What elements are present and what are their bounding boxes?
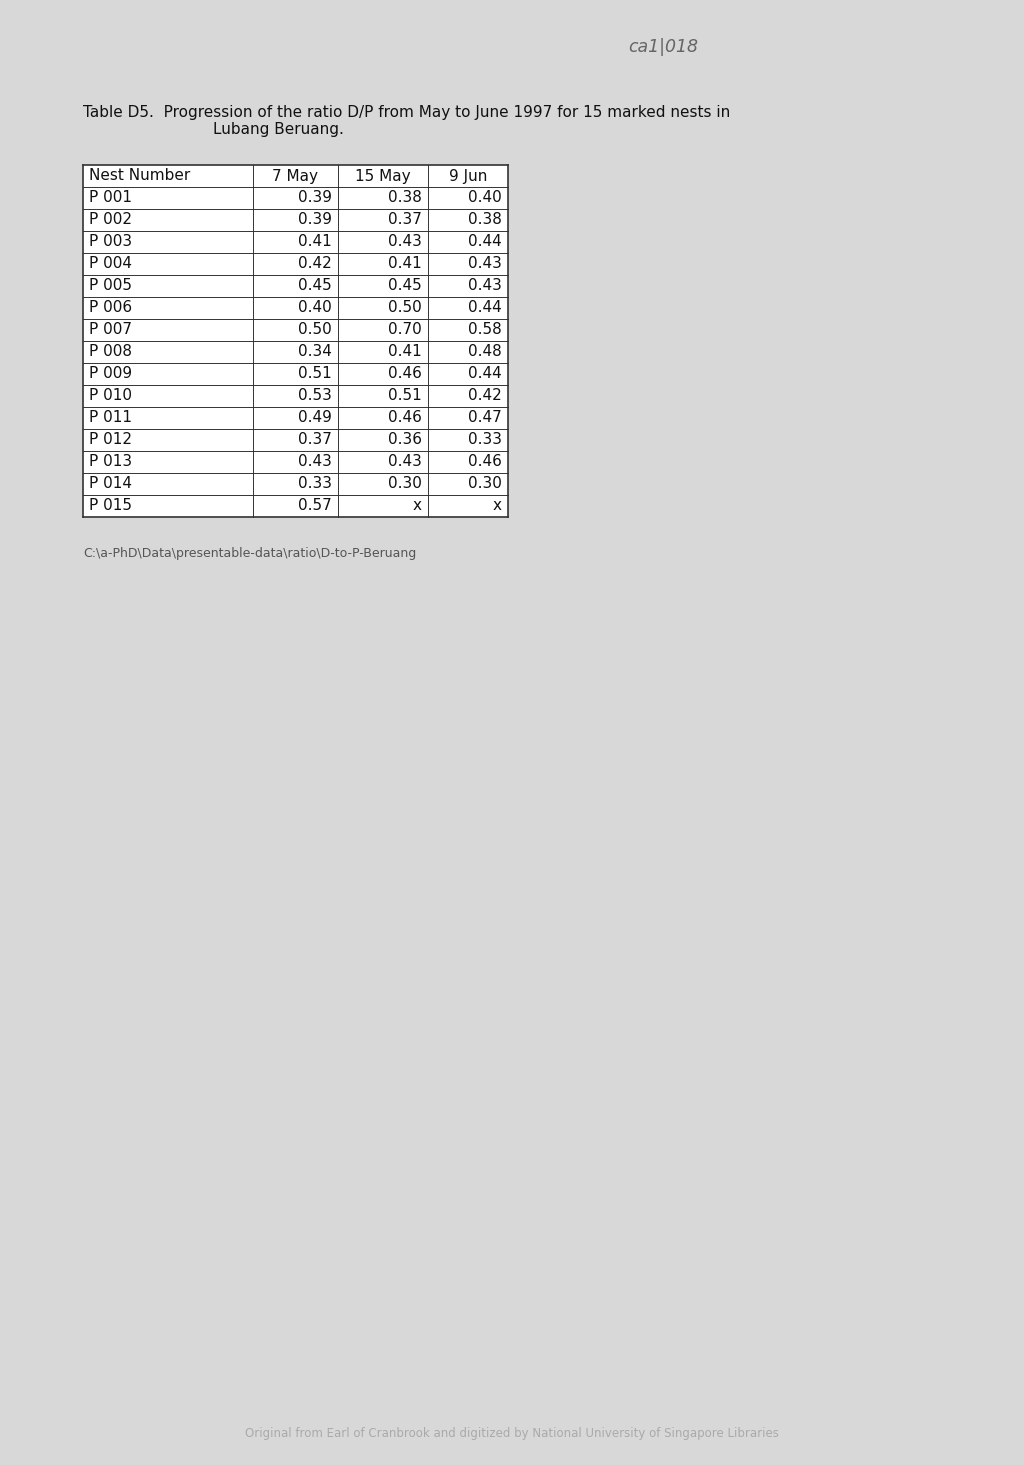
Text: 0.38: 0.38 <box>468 212 502 227</box>
Text: 0.58: 0.58 <box>468 322 502 337</box>
Text: 0.46: 0.46 <box>388 366 422 381</box>
Text: P 001: P 001 <box>89 190 132 205</box>
Text: x: x <box>413 498 422 514</box>
Text: 0.37: 0.37 <box>298 432 332 447</box>
Text: P 013: P 013 <box>89 454 132 469</box>
Text: Nest Number: Nest Number <box>89 168 190 183</box>
Text: 0.57: 0.57 <box>298 498 332 514</box>
Text: P 012: P 012 <box>89 432 132 447</box>
Text: 0.43: 0.43 <box>468 256 502 271</box>
Text: 0.45: 0.45 <box>298 278 332 293</box>
Text: 15 May: 15 May <box>355 168 411 183</box>
Text: P 015: P 015 <box>89 498 132 514</box>
Text: Lubang Beruang.: Lubang Beruang. <box>213 122 344 138</box>
Text: 0.43: 0.43 <box>298 454 332 469</box>
Text: 9 Jun: 9 Jun <box>449 168 487 183</box>
Text: 0.48: 0.48 <box>468 344 502 359</box>
Text: 0.39: 0.39 <box>298 190 332 205</box>
Text: P 007: P 007 <box>89 322 132 337</box>
Text: 0.39: 0.39 <box>298 212 332 227</box>
Text: 0.70: 0.70 <box>388 322 422 337</box>
Text: 0.51: 0.51 <box>388 388 422 403</box>
Text: P 014: P 014 <box>89 476 132 491</box>
Text: x: x <box>493 498 502 514</box>
Text: 0.50: 0.50 <box>388 300 422 315</box>
Text: 0.40: 0.40 <box>468 190 502 205</box>
Text: P 011: P 011 <box>89 410 132 425</box>
Text: 0.51: 0.51 <box>298 366 332 381</box>
Text: 0.49: 0.49 <box>298 410 332 425</box>
Text: 0.53: 0.53 <box>298 388 332 403</box>
Text: P 010: P 010 <box>89 388 132 403</box>
Text: 0.46: 0.46 <box>468 454 502 469</box>
Text: 0.33: 0.33 <box>298 476 332 491</box>
Text: Original from Earl of Cranbrook and digitized by National University of Singapor: Original from Earl of Cranbrook and digi… <box>245 1427 779 1440</box>
Text: 0.43: 0.43 <box>388 454 422 469</box>
Text: P 004: P 004 <box>89 256 132 271</box>
Text: 0.33: 0.33 <box>468 432 502 447</box>
Text: P 002: P 002 <box>89 212 132 227</box>
Text: 0.37: 0.37 <box>388 212 422 227</box>
Text: 7 May: 7 May <box>272 168 318 183</box>
Text: C:\a-PhD\Data\presentable-data\ratio\D-to-P-Beruang: C:\a-PhD\Data\presentable-data\ratio\D-t… <box>83 546 416 560</box>
Text: 0.44: 0.44 <box>468 234 502 249</box>
Text: 0.42: 0.42 <box>298 256 332 271</box>
Text: 0.40: 0.40 <box>298 300 332 315</box>
Text: P 003: P 003 <box>89 234 132 249</box>
Text: P 008: P 008 <box>89 344 132 359</box>
Text: 0.45: 0.45 <box>388 278 422 293</box>
Text: P 006: P 006 <box>89 300 132 315</box>
Text: 0.46: 0.46 <box>388 410 422 425</box>
Text: 0.30: 0.30 <box>468 476 502 491</box>
Text: 0.41: 0.41 <box>298 234 332 249</box>
Text: 0.36: 0.36 <box>388 432 422 447</box>
Text: 0.42: 0.42 <box>468 388 502 403</box>
Text: 0.47: 0.47 <box>468 410 502 425</box>
Text: 0.41: 0.41 <box>388 256 422 271</box>
Text: P 009: P 009 <box>89 366 132 381</box>
Text: 0.34: 0.34 <box>298 344 332 359</box>
Text: 0.38: 0.38 <box>388 190 422 205</box>
Text: 0.44: 0.44 <box>468 366 502 381</box>
Text: ca1|018: ca1|018 <box>628 38 698 56</box>
Text: 0.50: 0.50 <box>298 322 332 337</box>
Text: 0.44: 0.44 <box>468 300 502 315</box>
Text: 0.43: 0.43 <box>468 278 502 293</box>
Text: 0.43: 0.43 <box>388 234 422 249</box>
Text: 0.41: 0.41 <box>388 344 422 359</box>
Text: P 005: P 005 <box>89 278 132 293</box>
Text: Table D5.  Progression of the ratio D/P from May to June 1997 for 15 marked nest: Table D5. Progression of the ratio D/P f… <box>83 105 730 120</box>
Text: 0.30: 0.30 <box>388 476 422 491</box>
Bar <box>83 166 508 517</box>
